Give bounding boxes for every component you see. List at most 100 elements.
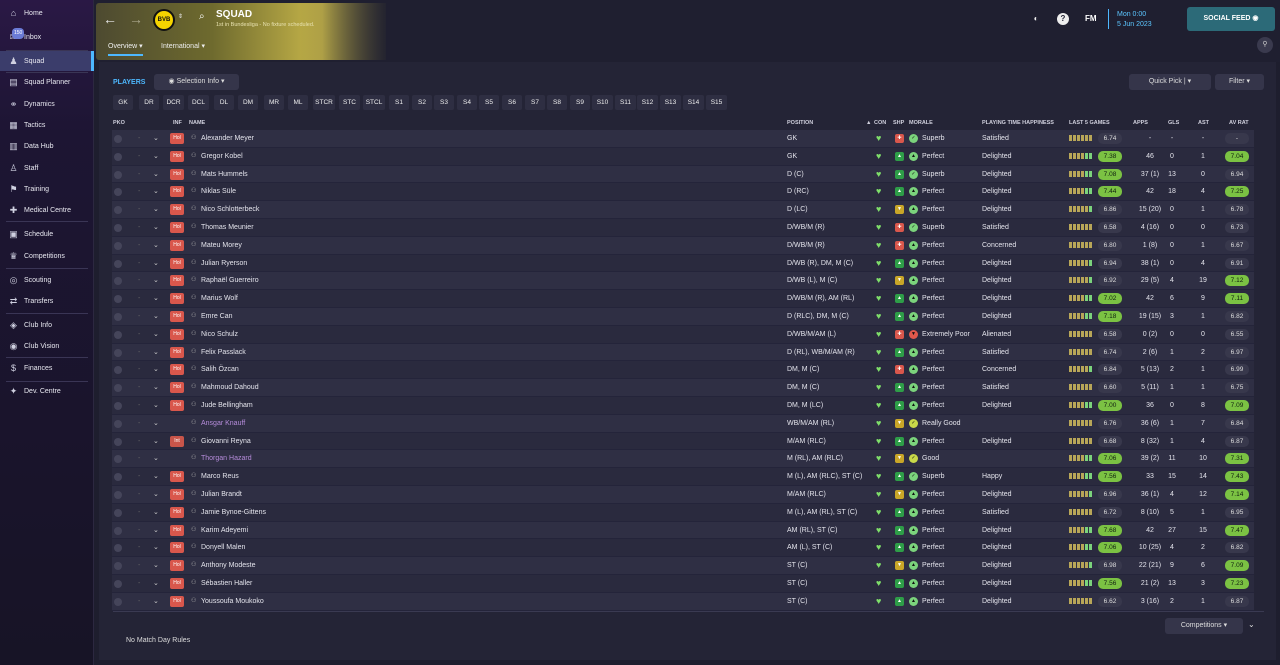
row-menu-chevron-icon[interactable]: ⌄: [153, 437, 159, 445]
row-menu-chevron-icon[interactable]: ⌄: [153, 224, 159, 231]
filter-dropdown[interactable]: Filter ▾: [1215, 74, 1264, 90]
sidebar-item-tactics[interactable]: ▦ Tactics: [0, 115, 94, 135]
sidebar-item-dev-centre[interactable]: ✦ Dev. Centre: [0, 381, 94, 401]
pko-toggle[interactable]: [114, 330, 122, 339]
table-row[interactable]: - ⌄ Hol ⚇ Anthony Modeste ST (C) ♥ ▼ ▲ Perfect Del…: [112, 557, 1254, 575]
table-row[interactable]: - ⌄ Hol ⚇ Nico Schlotterbeck D (LC) ♥ ▼ ▲ Perfect…: [112, 201, 1254, 219]
col-apps[interactable]: APPS: [1133, 120, 1148, 126]
table-row[interactable]: - ⌄ Hol ⚇ Emre Can D (RLC), DM, M (C) ♥ ▲ ▲ Perfe…: [112, 308, 1254, 326]
tab-overview[interactable]: Overview ▾: [108, 42, 143, 56]
col-inf[interactable]: INF: [173, 120, 182, 126]
competitions-dropdown[interactable]: Competitions ▾: [1165, 618, 1243, 634]
player-name[interactable]: Sébastien Haller: [201, 580, 253, 587]
pko-toggle[interactable]: [114, 508, 122, 517]
col-gls[interactable]: GLS: [1168, 120, 1180, 126]
sidebar-item-club-vision[interactable]: ◉ Club Vision: [0, 336, 94, 356]
table-row[interactable]: - ⌄ Hol ⚇ Raphaël Guerreiro D/WB (L), M (C) ♥ ▼…: [112, 272, 1254, 291]
player-name[interactable]: Marco Reus: [201, 473, 239, 481]
col-playing-time[interactable]: PLAYING TIME HAPPINESS: [982, 120, 1054, 126]
row-menu-chevron-icon[interactable]: ⌄: [153, 526, 159, 534]
row-menu-chevron-icon[interactable]: ⌄: [153, 419, 159, 427]
table-row[interactable]: - ⌄ Hol ⚇ Mateu Morey D/WB/M (R) ♥ ✚ ▲ Perfect Con…: [112, 236, 1254, 255]
position-filter-stcl[interactable]: STCL: [363, 95, 385, 110]
position-filter-dl[interactable]: DL: [214, 95, 234, 110]
pko-toggle[interactable]: [114, 313, 122, 321]
player-name[interactable]: Raphaël Guerreiro: [201, 277, 259, 285]
player-name[interactable]: Julian Brandt: [201, 491, 242, 498]
position-filter-gk[interactable]: GK: [113, 95, 133, 110]
table-row[interactable]: - ⌄ ⚇ Ansgar Knauff WB/M/AM (RL) ♥ ▼ ✓ Really Go…: [112, 414, 1254, 433]
col-morale[interactable]: MORALE: [909, 120, 933, 126]
player-name[interactable]: Thorgan Hazard: [201, 455, 252, 463]
sidebar-item-medical-centre[interactable]: ✚ Medical Centre: [0, 200, 94, 220]
position-filter-s4[interactable]: S4: [457, 95, 477, 110]
table-row[interactable]: - ⌄ Hol ⚇ Donyell Malen AM (L), ST (C) ♥ ▲ ▲ Perf…: [112, 539, 1254, 558]
player-name[interactable]: Karim Adeyemi: [201, 526, 249, 534]
table-row[interactable]: - ⌄ Hol ⚇ Jude Bellingham DM, M (LC) ♥ ▲ ▲ Perfec…: [112, 397, 1254, 415]
row-menu-chevron-icon[interactable]: ⌄: [153, 562, 159, 570]
position-filter-stcr[interactable]: STCR: [313, 95, 335, 110]
position-filter-s13[interactable]: S13: [660, 95, 681, 110]
pko-toggle[interactable]: [114, 241, 122, 250]
table-row[interactable]: - ⌄ Hol ⚇ Marius Wolf D/WB/M (R), AM (RL) ♥ ▲ ▲ P…: [112, 290, 1254, 308]
player-name[interactable]: Gregor Kobel: [201, 152, 243, 160]
fm-menu[interactable]: FM: [1085, 14, 1097, 23]
row-menu-chevron-icon[interactable]: ⌄: [153, 313, 159, 320]
player-name[interactable]: Jamie Bynoe-Gittens: [201, 508, 266, 516]
player-name[interactable]: Giovanni Reyna: [201, 437, 251, 445]
sidebar-item-squad[interactable]: ♟ Squad: [0, 51, 94, 71]
row-menu-chevron-icon[interactable]: ⌄: [153, 277, 159, 285]
row-menu-chevron-icon[interactable]: ⌄: [153, 402, 159, 409]
pko-toggle[interactable]: [114, 491, 122, 499]
position-filter-s3[interactable]: S3: [434, 95, 454, 110]
position-filter-s10[interactable]: S10: [592, 95, 613, 110]
pko-toggle[interactable]: [114, 455, 122, 464]
row-menu-chevron-icon[interactable]: ⌄: [153, 580, 159, 587]
pko-toggle[interactable]: [114, 526, 122, 535]
help-icon[interactable]: ?: [1057, 13, 1069, 25]
player-name[interactable]: Mahmoud Dahoud: [201, 384, 259, 392]
table-row[interactable]: - ⌄ Hol ⚇ Marco Reus M (L), AM (RLC), ST (C) ♥…: [112, 468, 1254, 486]
sidebar-item-finances[interactable]: $ Finances: [0, 358, 94, 378]
chevron-down-icon[interactable]: ⌄: [1248, 620, 1255, 629]
pko-toggle[interactable]: [114, 562, 122, 571]
player-name[interactable]: Mats Hummels: [201, 170, 248, 178]
pko-toggle[interactable]: [114, 437, 122, 446]
position-filter-dm[interactable]: DM: [238, 95, 258, 110]
table-row[interactable]: - ⌄ Hol ⚇ Thomas Meunier D/WB/M (R) ♥ ✚ ✓ Superb S…: [112, 219, 1254, 237]
quick-pick-dropdown[interactable]: Quick Pick | ▾: [1129, 74, 1211, 90]
pko-toggle[interactable]: [114, 277, 122, 286]
position-filter-s14[interactable]: S14: [683, 95, 704, 110]
position-filter-s6[interactable]: S6: [502, 95, 522, 110]
sidebar-item-training[interactable]: ⚑ Training: [0, 179, 94, 199]
sidebar-item-home[interactable]: ⌂ Home: [0, 3, 94, 23]
pko-toggle[interactable]: [114, 402, 122, 410]
row-menu-chevron-icon[interactable]: ⌄: [153, 206, 159, 214]
player-name[interactable]: Salih Özcan: [201, 366, 239, 374]
sidebar-item-schedule[interactable]: ▣ Schedule: [0, 224, 94, 244]
sort-asc-icon[interactable]: ▲: [866, 120, 872, 126]
pko-toggle[interactable]: [114, 259, 122, 268]
table-row[interactable]: - ⌄ Hol ⚇ Niklas Süle D (RC) ♥ ▲ ▲ Perfect Delight…: [112, 183, 1254, 202]
position-filter-s15[interactable]: S15: [706, 95, 727, 110]
tab-international[interactable]: International ▾: [161, 43, 205, 50]
row-menu-chevron-icon[interactable]: ⌄: [153, 384, 159, 392]
pko-toggle[interactable]: [114, 295, 122, 304]
pko-toggle[interactable]: [114, 224, 122, 232]
position-filter-s11[interactable]: S11: [615, 95, 636, 110]
position-filter-s8[interactable]: S8: [547, 95, 567, 110]
pko-toggle[interactable]: [114, 544, 122, 553]
col-shp[interactable]: SHP: [893, 120, 905, 126]
col-ast[interactable]: AST: [1198, 120, 1209, 126]
row-menu-chevron-icon[interactable]: ⌄: [153, 259, 159, 267]
profile-icon[interactable]: ⚲: [1257, 37, 1273, 53]
pko-toggle[interactable]: [114, 170, 122, 179]
pko-toggle[interactable]: [114, 152, 122, 161]
position-filter-stc[interactable]: STC: [339, 95, 360, 110]
player-name[interactable]: Mateu Morey: [201, 241, 242, 249]
pko-toggle[interactable]: [114, 348, 122, 357]
position-filter-ml[interactable]: ML: [288, 95, 308, 110]
table-row[interactable]: - ⌄ Hol ⚇ Nico Schulz D/WB/M/AM (L) ♥ ✚ ▼ Extreme…: [112, 325, 1254, 344]
search-icon[interactable]: ⌕: [199, 11, 205, 22]
